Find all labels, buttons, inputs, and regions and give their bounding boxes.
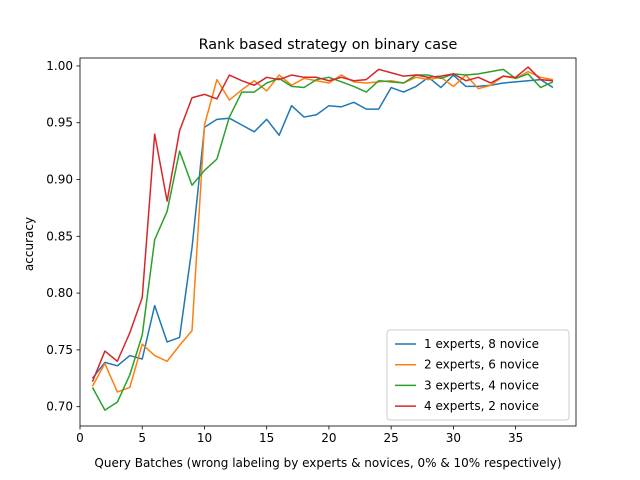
- y-tick-label: 0.90: [46, 173, 73, 187]
- y-tick-label: 0.75: [46, 343, 73, 357]
- x-axis-label: Query Batches (wrong labeling by experts…: [94, 456, 561, 470]
- legend-entry-2: 2 experts, 6 novice: [424, 358, 539, 372]
- y-tick-label: 1.00: [46, 59, 73, 73]
- y-tick-label: 0.85: [46, 229, 73, 243]
- chart-title: Rank based strategy on binary case: [199, 37, 458, 53]
- y-tick-label: 0.80: [46, 286, 73, 300]
- legend-entry-3: 3 experts, 4 novice: [424, 378, 539, 392]
- y-axis-ticks: 0.70 0.75 0.80 0.85 0.90 0.95 1.00: [46, 59, 80, 414]
- plot-area-frame: [79, 57, 577, 427]
- legend: 1 experts, 8 novice 2 experts, 6 novice 3 …: [386, 329, 570, 421]
- x-tick-label: 35: [508, 431, 523, 445]
- legend-box: [386, 329, 570, 421]
- x-tick-label: 30: [446, 431, 461, 445]
- x-axis-ticks: 0 5 10 15 20 25 30 35: [76, 426, 523, 445]
- x-tick-label: 15: [259, 431, 274, 445]
- series-line-2: [91, 70, 554, 393]
- legend-entry-4: 4 experts, 2 novice: [424, 399, 539, 413]
- x-tick-label: 20: [321, 431, 336, 445]
- x-tick-label: 10: [197, 431, 212, 445]
- x-tick-label: 0: [76, 431, 84, 445]
- series-line-4: [91, 66, 554, 382]
- y-axis-label: accuracy: [22, 217, 36, 271]
- x-tick-label: 25: [384, 431, 399, 445]
- x-tick-label: 5: [138, 431, 146, 445]
- series-layer: [91, 66, 554, 411]
- y-tick-label: 0.70: [46, 400, 73, 414]
- y-tick-label: 0.95: [46, 116, 73, 130]
- legend-entry-1: 1 experts, 8 novice: [424, 337, 539, 351]
